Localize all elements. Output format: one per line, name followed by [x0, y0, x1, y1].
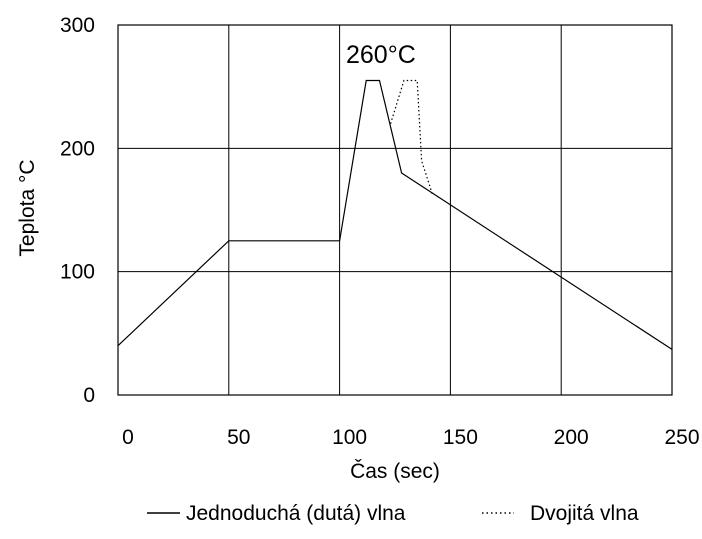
x-tick-label: 150	[443, 426, 478, 449]
x-tick-label: 200	[554, 426, 589, 449]
legend: Jednoduchá (dutá) vlna Dvojitá vlna	[147, 502, 639, 525]
y-tick-label: 0	[83, 384, 95, 407]
y-tick-label: 300	[60, 14, 95, 37]
x-tick-label: 50	[227, 426, 250, 449]
peak-annotation: 260°C	[346, 41, 416, 69]
series-line-1	[390, 79, 434, 196]
y-tick-labels: 0 100 200 300	[60, 14, 95, 407]
series-line-0	[117, 79, 673, 350]
y-tick-label: 100	[60, 261, 95, 284]
y-tick-label: 200	[60, 137, 95, 160]
y-axis-title: Teplota °C	[16, 159, 39, 256]
x-axis-title: Čas (sec)	[350, 460, 440, 483]
x-tick-label: 250	[664, 426, 699, 449]
series-layer	[117, 79, 673, 350]
x-tick-label: 0	[122, 426, 134, 449]
plot-frame	[117, 24, 673, 396]
x-tick-labels: 0 50 100 150 200 250	[122, 426, 699, 449]
x-tick-label: 100	[332, 426, 367, 449]
legend-label-double-wave: Dvojitá vlna	[530, 502, 639, 525]
grid	[118, 25, 672, 395]
legend-label-single-wave: Jednoduchá (dutá) vlna	[186, 502, 406, 525]
